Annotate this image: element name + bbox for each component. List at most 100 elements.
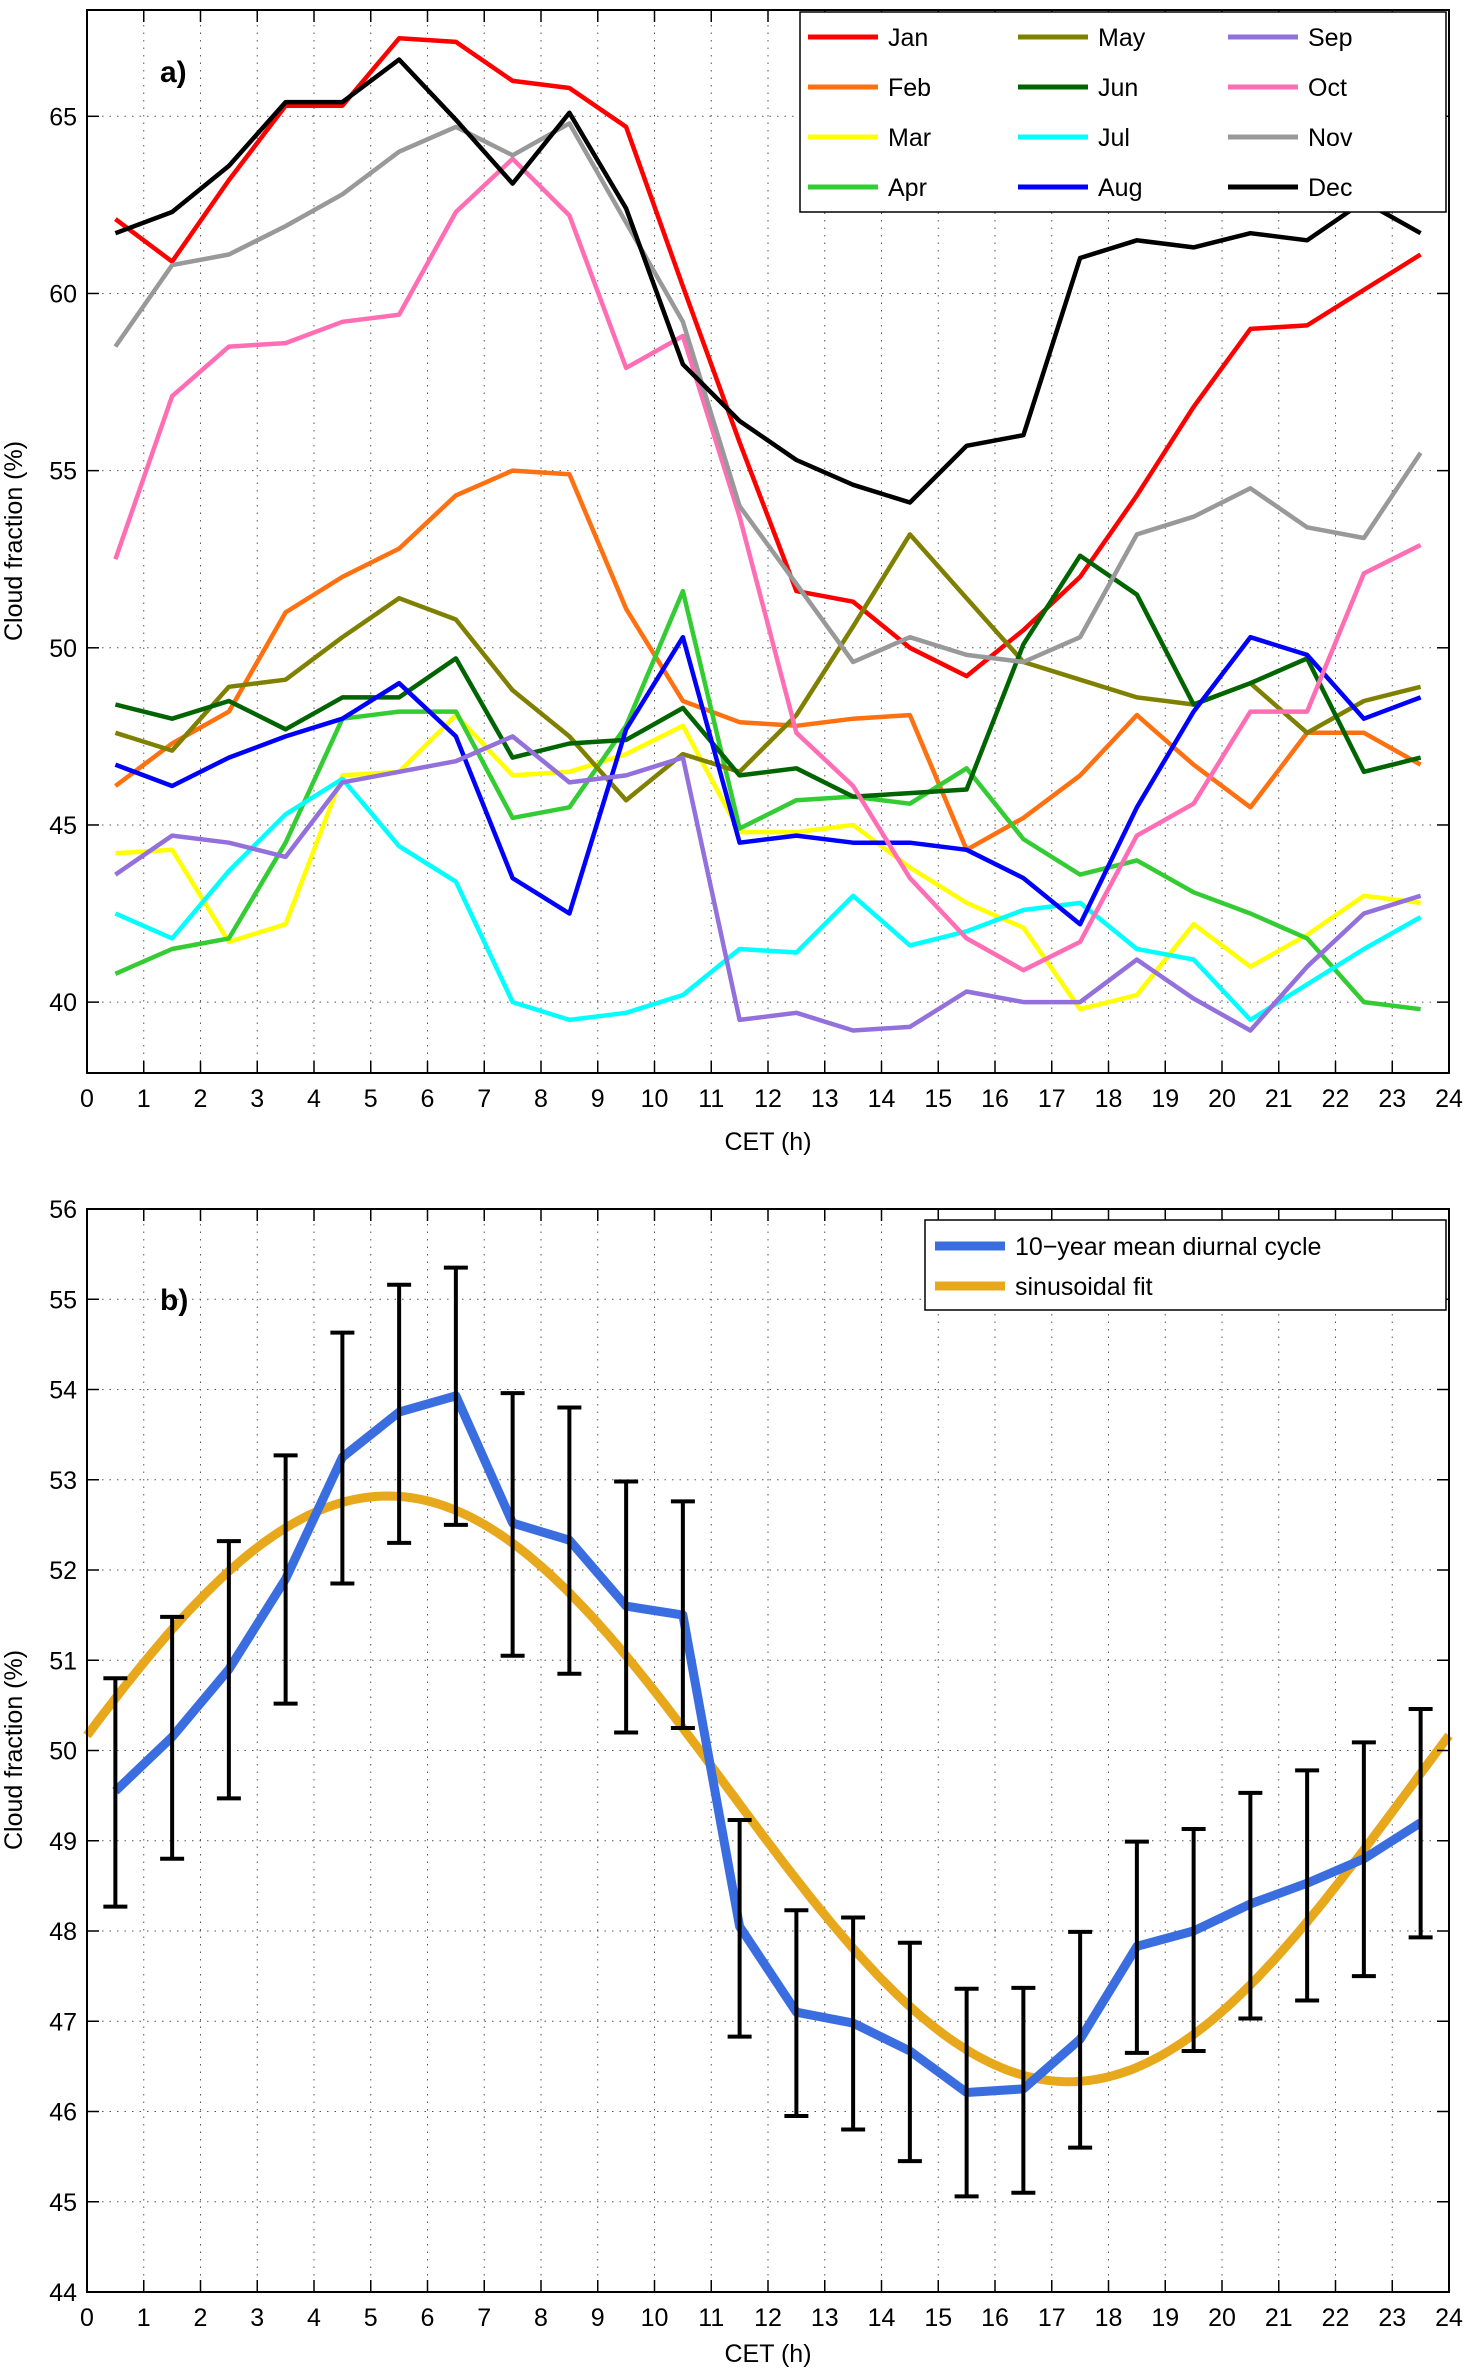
error-bar xyxy=(500,1391,525,1658)
y-tick-label: 55 xyxy=(49,458,77,486)
panel-a-ticks: 0 1 2 3 4 5 6 7 8 9 10 11 12 13 14 15 16 17 18 19 20 21 22 23 24… xyxy=(49,10,1463,1113)
x-tick-label: 4 xyxy=(307,1085,321,1113)
y-tick-label: 44 xyxy=(49,2279,77,2307)
y-tick-label: 56 xyxy=(49,1196,77,1224)
error-bar xyxy=(387,1282,412,1545)
panel-b-legend: 10−year mean diurnal cycle sinusoidal fit xyxy=(924,1219,1447,1311)
series-line-mar xyxy=(115,712,1421,1012)
x-tick-label: 8 xyxy=(534,1085,548,1113)
legend-label-sep: Sep xyxy=(1308,24,1352,52)
y-tick-label: 52 xyxy=(49,1557,77,1585)
panel-b: 0 1 2 3 4 5 6 7 8 9 10 11 12 13 14 15 16 17 18 19 20 21 22 23 24… xyxy=(0,1196,1463,2368)
x-tick-label: 21 xyxy=(1265,1085,1293,1113)
error-bar xyxy=(727,1817,752,2039)
x-tick-label: 2 xyxy=(194,2304,208,2332)
x-tick-label: 23 xyxy=(1378,2304,1406,2332)
panel-a-legend-box xyxy=(799,11,1447,213)
x-tick-label: 24 xyxy=(1435,2304,1463,2332)
legend-label-sinusoidal-fit: sinusoidal fit xyxy=(1015,1273,1153,1301)
error-bar xyxy=(557,1405,582,1676)
error-bar xyxy=(330,1330,355,1586)
error-bar xyxy=(1124,1839,1149,2055)
y-tick-label: 47 xyxy=(49,2008,77,2036)
error-bar xyxy=(160,1614,185,1861)
panel-b-y-axis-label: Cloud fraction (%) xyxy=(0,1650,28,1850)
x-tick-label: 19 xyxy=(1151,1085,1179,1113)
x-tick-label: 19 xyxy=(1151,2304,1179,2332)
x-tick-label: 3 xyxy=(250,1085,264,1113)
x-tick-label: 1 xyxy=(137,2304,151,2332)
x-tick-label: 0 xyxy=(80,1085,94,1113)
panel-a-label: a) xyxy=(160,56,187,89)
x-tick-label: 12 xyxy=(754,1085,782,1113)
x-tick-label: 9 xyxy=(591,1085,605,1113)
x-tick-label: 3 xyxy=(250,2304,264,2332)
series-line-mean-diurnal-cycle xyxy=(112,1391,1424,2097)
x-tick-label: 21 xyxy=(1265,2304,1293,2332)
error-bar xyxy=(1011,1985,1036,2195)
error-bar xyxy=(1068,1929,1093,2150)
error-bar xyxy=(1181,1827,1206,2054)
x-tick-label: 15 xyxy=(924,2304,952,2332)
panel-b-ticks: 0 1 2 3 4 5 6 7 8 9 10 11 12 13 14 15 16 17 18 19 20 21 22 23 24… xyxy=(49,1196,1463,2332)
panel-a-series-lines xyxy=(113,36,1423,1033)
x-tick-label: 4 xyxy=(307,2304,321,2332)
x-tick-label: 10 xyxy=(641,2304,669,2332)
y-tick-label: 48 xyxy=(49,1918,77,1946)
series-line-jul xyxy=(114,776,1422,1023)
y-tick-label: 46 xyxy=(49,2099,77,2127)
x-tick-label: 16 xyxy=(981,2304,1009,2332)
y-tick-label: 45 xyxy=(49,2189,77,2217)
x-tick-label: 22 xyxy=(1322,2304,1350,2332)
x-tick-label: 12 xyxy=(754,2304,782,2332)
x-tick-label: 24 xyxy=(1435,1085,1463,1113)
x-tick-label: 23 xyxy=(1378,1085,1406,1113)
x-tick-label: 20 xyxy=(1208,2304,1236,2332)
x-tick-label: 5 xyxy=(364,1085,378,1113)
x-tick-label: 8 xyxy=(534,2304,548,2332)
x-tick-label: 7 xyxy=(477,1085,491,1113)
legend-label-apr: Apr xyxy=(888,174,927,202)
x-tick-label: 13 xyxy=(811,2304,839,2332)
panel-b-x-axis-label: CET (h) xyxy=(724,2340,811,2368)
error-bar xyxy=(784,1908,809,2119)
y-tick-label: 54 xyxy=(49,1377,77,1405)
panel-b-legend-box xyxy=(924,1219,1447,1311)
error-bar xyxy=(273,1453,298,1706)
legend-label-aug: Aug xyxy=(1098,174,1142,202)
x-tick-label: 22 xyxy=(1322,1085,1350,1113)
panel-b-label: b) xyxy=(160,1284,188,1317)
error-bar xyxy=(216,1539,241,1801)
error-bar xyxy=(670,1499,695,1730)
error-bar xyxy=(841,1915,866,2132)
x-tick-label: 7 xyxy=(477,2304,491,2332)
x-tick-label: 11 xyxy=(698,2304,724,2332)
error-bar xyxy=(1351,1740,1376,1979)
x-tick-label: 15 xyxy=(924,1085,952,1113)
x-tick-label: 17 xyxy=(1038,1085,1066,1113)
x-tick-label: 6 xyxy=(421,2304,435,2332)
y-tick-label: 50 xyxy=(49,1738,77,1766)
series-line-dec xyxy=(114,57,1422,505)
x-tick-label: 18 xyxy=(1095,2304,1123,2332)
x-tick-label: 1 xyxy=(137,1085,151,1113)
x-tick-label: 2 xyxy=(194,1085,208,1113)
panel-a-x-axis-label: CET (h) xyxy=(724,1128,811,1156)
series-line-oct xyxy=(113,156,1422,973)
x-tick-label: 20 xyxy=(1208,1085,1236,1113)
y-tick-label: 60 xyxy=(49,280,77,308)
legend-label-dec: Dec xyxy=(1308,174,1352,202)
error-bar xyxy=(614,1479,639,1735)
series-line-nov xyxy=(113,121,1423,665)
error-bar xyxy=(897,1940,922,2164)
legend-label-jul: Jul xyxy=(1098,124,1130,152)
series-line-jan xyxy=(114,36,1422,679)
x-tick-label: 14 xyxy=(868,2304,896,2332)
legend-label-mar: Mar xyxy=(888,124,931,152)
error-bar xyxy=(1238,1790,1263,2021)
error-bar xyxy=(1295,1768,1320,2003)
legend-label-may: May xyxy=(1098,24,1146,52)
x-tick-label: 18 xyxy=(1095,1085,1123,1113)
series-line-aug xyxy=(114,634,1422,927)
